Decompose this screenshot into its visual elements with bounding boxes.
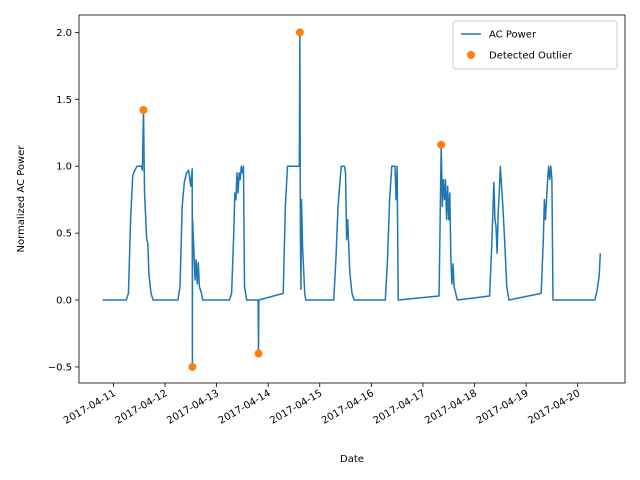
legend-swatch	[467, 51, 475, 59]
legend-label: AC Power	[489, 30, 537, 41]
legend-label: Detected Outlier	[489, 51, 573, 62]
y-tick-label: 1.0	[56, 162, 72, 173]
line	[102, 31, 602, 368]
y-tick-label: 0.5	[56, 229, 72, 240]
y-tick-label: −0.5	[48, 362, 72, 373]
y-axis-label: Normalized AC Power	[16, 145, 27, 253]
legend: AC Power Detected Outlier	[452, 20, 618, 70]
outlier-point	[254, 349, 263, 358]
y-tick-label: 0.0	[56, 296, 72, 307]
y-tick-label: 2.0	[56, 28, 72, 39]
outlier-point	[139, 106, 148, 115]
legend-frame	[452, 20, 618, 70]
outlier-point	[188, 362, 197, 371]
x-axis-label: Date	[340, 454, 364, 465]
y-tick-label: 1.5	[56, 95, 72, 106]
outlier-point	[437, 140, 446, 149]
outlier-point	[295, 28, 304, 37]
plot-frame	[78, 14, 626, 384]
